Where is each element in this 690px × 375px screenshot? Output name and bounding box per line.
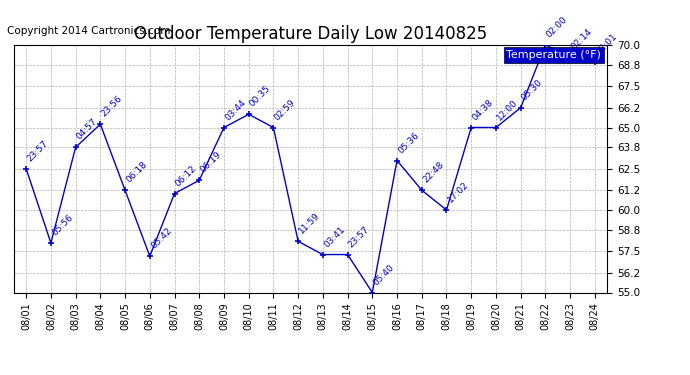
Text: 22:48: 22:48 bbox=[421, 160, 445, 184]
Text: 02:01: 02:01 bbox=[594, 32, 619, 56]
Text: 05:40: 05:40 bbox=[371, 262, 396, 287]
Text: 17:02: 17:02 bbox=[446, 180, 471, 204]
Text: 05:42: 05:42 bbox=[149, 226, 173, 251]
Text: 02:00: 02:00 bbox=[544, 15, 569, 39]
Text: 12:00: 12:00 bbox=[495, 98, 520, 122]
Text: 06:18: 06:18 bbox=[124, 160, 149, 184]
Text: 23:57: 23:57 bbox=[26, 139, 50, 163]
Text: 05:36: 05:36 bbox=[396, 130, 421, 155]
Text: 03:41: 03:41 bbox=[322, 224, 346, 249]
Text: 06:19: 06:19 bbox=[199, 150, 223, 175]
Text: 02:59: 02:59 bbox=[273, 98, 297, 122]
Text: 04:57: 04:57 bbox=[75, 117, 99, 142]
Text: 05:30: 05:30 bbox=[520, 78, 544, 102]
Text: 03:44: 03:44 bbox=[223, 98, 248, 122]
Text: Temperature (°F): Temperature (°F) bbox=[506, 50, 601, 60]
Text: 11:59: 11:59 bbox=[297, 211, 322, 236]
Text: 05:56: 05:56 bbox=[50, 213, 75, 237]
Text: 06:12: 06:12 bbox=[174, 164, 198, 188]
Text: 00:35: 00:35 bbox=[248, 84, 273, 109]
Text: Copyright 2014 Cartronics.com: Copyright 2014 Cartronics.com bbox=[7, 26, 170, 36]
Text: 02:14: 02:14 bbox=[569, 27, 594, 51]
Text: 04:38: 04:38 bbox=[471, 98, 495, 122]
Title: Outdoor Temperature Daily Low 20140825: Outdoor Temperature Daily Low 20140825 bbox=[134, 26, 487, 44]
Text: 23:56: 23:56 bbox=[99, 94, 124, 118]
Text: 23:57: 23:57 bbox=[347, 224, 371, 249]
